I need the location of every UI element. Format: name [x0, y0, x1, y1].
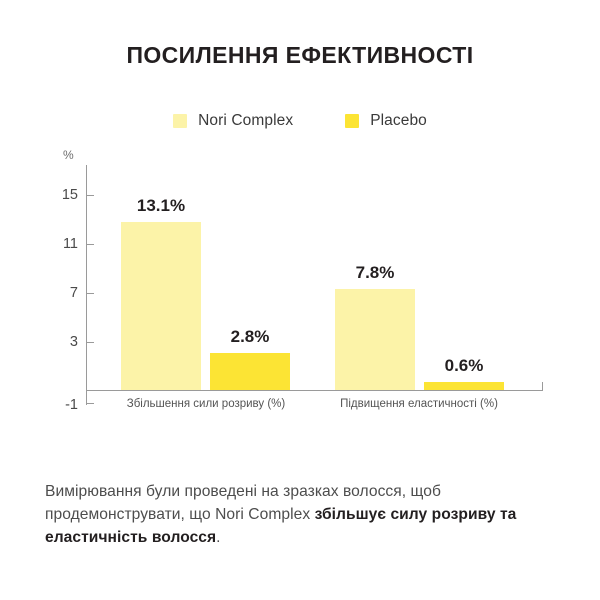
- bars-layer: 13.1% 2.8% 7.8% 0.6%: [121, 0, 504, 390]
- y-tick-label-7: 7: [69, 285, 78, 301]
- caption-text: Вимірювання були проведені на зразках во…: [45, 480, 557, 549]
- caption-part-normal-1: Вимірювання були проведені на зразках во…: [45, 483, 441, 524]
- legend-item-nori-complex: Nori Complex: [173, 112, 293, 130]
- bar-placebo-2: [424, 382, 504, 390]
- legend-item-placebo: Placebo: [345, 112, 427, 130]
- page-title: ПОСИЛЕННЯ ЕФЕКТИВНОСТІ: [126, 42, 474, 68]
- bar-group-1-placebo: 2.8%: [210, 0, 290, 390]
- x-axis-line: [86, 390, 543, 391]
- category-label-2: Підвищення еластичності (%): [340, 398, 498, 410]
- x-axis-end-cap: [542, 382, 543, 391]
- y-tick-label-15: 15: [61, 187, 78, 203]
- plot-area: % 15 11 7 3 -1 13.1%: [61, 0, 543, 413]
- y-tick-mark-minus-1: [87, 403, 94, 404]
- bar-nori-complex-2: [335, 289, 415, 390]
- y-tick-label-11: 11: [62, 236, 78, 252]
- bar-group-2-placebo: 0.6%: [424, 0, 504, 390]
- caption-part-normal-2: .: [216, 529, 221, 547]
- category-label-1: Збільшення сили розриву (%): [126, 398, 286, 410]
- bar-value-label-2: 2.8%: [230, 327, 270, 346]
- bar-nori-complex-1: [121, 222, 201, 390]
- y-tick-label-3: 3: [69, 334, 78, 350]
- legend-swatch-nori-complex: [173, 114, 188, 128]
- y-axis-line: [86, 165, 87, 405]
- caption-part-bold: збільшує силу розриву та еластичність во…: [45, 506, 517, 547]
- bar-placebo-1: [210, 353, 290, 390]
- legend-label-nori-complex: Nori Complex: [198, 112, 294, 129]
- bar-group-1-nori: 13.1%: [121, 0, 201, 390]
- bar-group-2-nori: 7.8%: [335, 0, 415, 390]
- y-tick-label-minus-1: -1: [65, 397, 78, 413]
- y-axis-unit-label: %: [63, 148, 74, 162]
- y-tick-mark-15: [87, 195, 94, 196]
- legend-label-placebo: Placebo: [370, 112, 427, 129]
- bar-value-label-3: 7.8%: [355, 263, 395, 282]
- bar-value-label-4: 0.6%: [444, 356, 484, 375]
- y-tick-mark-11: [87, 244, 94, 245]
- chart-legend: Nori Complex Placebo: [0, 112, 600, 130]
- legend-swatch-placebo: [345, 114, 360, 128]
- y-tick-mark-7: [87, 293, 94, 294]
- y-tick-mark-3: [87, 342, 94, 343]
- bar-value-label-1: 13.1%: [136, 196, 186, 215]
